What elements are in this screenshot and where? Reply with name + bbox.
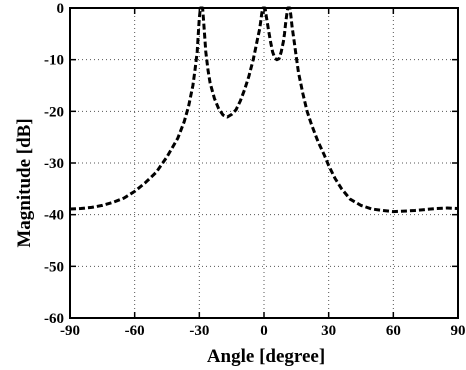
x-tick-label: 90 xyxy=(451,323,466,339)
grid-lines xyxy=(70,8,458,318)
tick-marks xyxy=(69,7,459,319)
y-tick-label: -60 xyxy=(44,311,64,327)
y-tick-label: 0 xyxy=(57,1,65,17)
x-axis-label: Angle [degree] xyxy=(207,346,325,367)
y-tick-label: -20 xyxy=(44,104,64,120)
series-line xyxy=(69,6,459,214)
y-tick-labels: 0 -10 -20 -30 -40 -50 -60 xyxy=(44,1,64,327)
x-tick-label: 0 xyxy=(260,323,268,339)
x-tick-label: -30 xyxy=(189,323,209,339)
x-tick-label: 60 xyxy=(386,323,401,339)
x-tick-label: -60 xyxy=(125,323,145,339)
x-tick-label: -90 xyxy=(60,323,80,339)
curve-layer xyxy=(69,6,459,214)
plot-frame xyxy=(69,7,459,319)
y-axis-label: Magnitude [dB] xyxy=(14,118,35,247)
x-tick-label: 30 xyxy=(321,323,336,339)
x-tick-labels: -90 -60 -30 0 30 60 90 xyxy=(60,323,466,339)
y-tick-label: -50 xyxy=(44,259,64,275)
y-tick-label: -10 xyxy=(44,53,64,69)
y-tick-label: -30 xyxy=(44,156,64,172)
y-tick-label: -40 xyxy=(44,208,64,224)
